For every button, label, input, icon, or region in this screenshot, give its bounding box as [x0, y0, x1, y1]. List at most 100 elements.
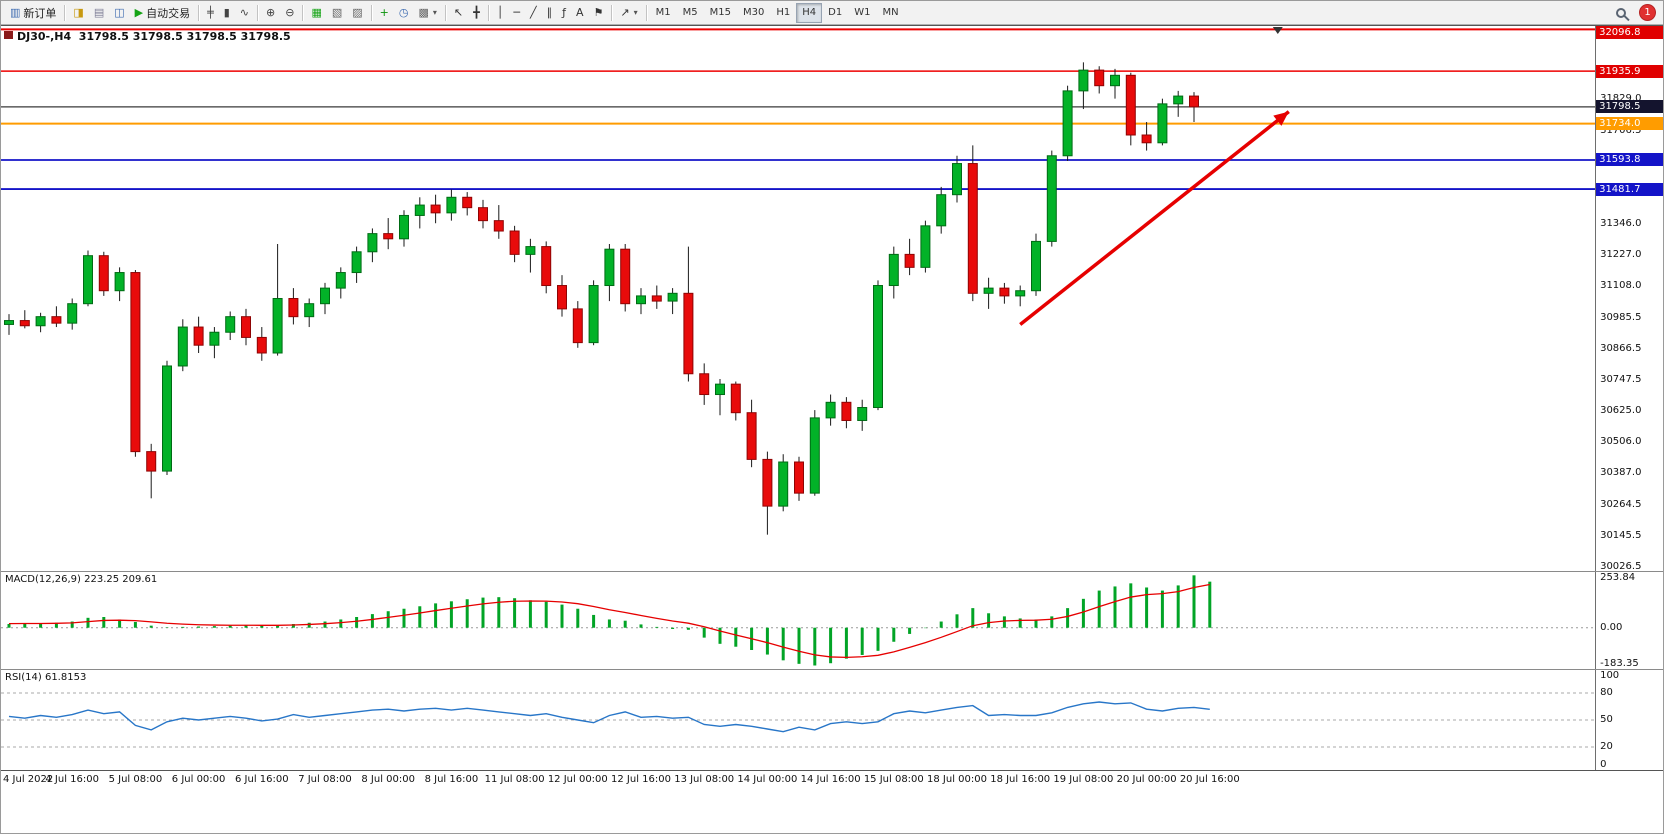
candle-bearish	[383, 233, 394, 240]
candle-bullish	[177, 326, 188, 367]
auto-trading-button-label: 自动交易	[146, 6, 191, 20]
market-watch-button[interactable]: ◫	[109, 3, 129, 23]
candle-bearish	[841, 401, 852, 421]
candlestick-plot[interactable]: DJ30-,H4 31798.5 31798.5 31798.5 31798.5	[1, 26, 1596, 571]
timeframe-m1[interactable]: M1	[650, 3, 677, 23]
fibonacci-icon: ƒ	[562, 6, 566, 19]
candle-bearish	[794, 461, 804, 494]
cursor-button[interactable]: ↖	[449, 3, 468, 23]
candle-bullish	[351, 251, 362, 274]
horizontal-line-button[interactable]: ─	[508, 3, 525, 23]
cursor-icon: ↖	[453, 6, 464, 19]
timeframe-m5[interactable]: M5	[677, 3, 704, 23]
candle-bearish	[1094, 69, 1105, 87]
candle-bullish	[1157, 103, 1168, 144]
line-chart-button[interactable]: ∿	[235, 3, 254, 23]
macd-axis[interactable]: 253.84 0.00 -183.35	[1595, 572, 1663, 669]
candlestick-chart-button[interactable]: ▮	[219, 3, 235, 23]
candlestick-chart-icon: ▮	[223, 6, 230, 19]
timeframe-m15-label: M15	[709, 7, 731, 18]
candle-bearish	[493, 220, 504, 232]
candle-bullish	[304, 303, 315, 318]
zoom-in-button[interactable]: ⊕	[261, 3, 280, 23]
text-icon: A	[576, 6, 584, 19]
chart-ohlc-title: DJ30-,H4 31798.5 31798.5 31798.5 31798.5	[17, 30, 291, 43]
time-axis[interactable]: 4 Jul 2022 4 Jul 16:00 5 Jul 08:00 6 Jul 00…	[1, 770, 1663, 788]
text-button[interactable]: A	[571, 3, 589, 23]
candle-bullish	[1031, 240, 1041, 292]
cascade-windows-button[interactable]: ▧	[327, 3, 347, 23]
timeframe-h4[interactable]: H4	[796, 2, 823, 23]
candle-bearish	[130, 272, 141, 453]
bar-chart-button[interactable]: ╪	[202, 3, 219, 23]
zoom-out-button[interactable]: ⊖	[280, 3, 299, 23]
price-axis-label: 31706.5	[1600, 124, 1642, 136]
price-axis-label: 30747.5	[1600, 373, 1642, 385]
candle-bullish	[1110, 74, 1120, 87]
timeframe-m30[interactable]: M30	[737, 3, 770, 23]
candle-bullish	[4, 320, 14, 325]
candle-bearish	[904, 253, 915, 268]
candle-bearish	[146, 451, 157, 472]
candle-bullish	[1078, 69, 1089, 92]
macd-plot[interactable]: MACD(12,26,9) 223.25 209.61	[1, 572, 1596, 669]
trend-arrow[interactable]	[1019, 110, 1290, 326]
tile-windows-button[interactable]: ▦	[306, 3, 326, 23]
arrange-windows-button[interactable]: ▨	[347, 3, 367, 23]
rsi-line	[8, 701, 1210, 733]
candle-bearish	[762, 458, 773, 507]
timeframe-mn[interactable]: MN	[876, 3, 904, 23]
rsi-axis-label: 50	[1600, 714, 1613, 725]
candle-bearish	[699, 373, 710, 396]
notification-badge[interactable]: 1	[1640, 5, 1655, 20]
vertical-line-button[interactable]: │	[492, 3, 509, 23]
timeframe-w1[interactable]: W1	[848, 3, 876, 23]
arrange-windows-icon: ▨	[352, 6, 363, 19]
candle-bullish	[873, 285, 883, 408]
candle-bullish	[636, 295, 646, 305]
candle-bullish	[936, 194, 947, 227]
candle-bearish	[683, 292, 694, 375]
templates-icon: ▩	[418, 6, 429, 19]
channel-button[interactable]: ∥	[542, 3, 558, 23]
shapes-icon: ↗	[620, 6, 630, 19]
timeframe-h1[interactable]: H1	[770, 3, 796, 23]
candle-bullish	[83, 255, 93, 305]
rsi-axis-label: 0	[1600, 759, 1607, 770]
new-order-button[interactable]: ▥ 新订单	[5, 3, 61, 23]
profiles-button[interactable]: ▤	[89, 3, 109, 23]
shapes-button[interactable]: ↗ ▾	[615, 3, 642, 23]
horizontal-line-icon: ─	[513, 6, 520, 19]
rsi-plot[interactable]: RSI(14) 61.8153	[1, 670, 1596, 770]
rsi-axis[interactable]: 100 80 50 20 0	[1595, 670, 1663, 770]
trendline-button[interactable]: ╱	[525, 3, 542, 23]
fibonacci-button[interactable]: ƒ	[557, 3, 571, 23]
candle-bullish	[809, 417, 820, 494]
market-watch-icon: ◫	[114, 6, 125, 19]
trend-arrow-head	[1273, 111, 1289, 126]
timeframe-m15[interactable]: M15	[704, 3, 737, 23]
new-order-icon: ▥	[10, 6, 21, 19]
chart-menu-icon[interactable]	[4, 31, 13, 39]
dropdown-arrow-icon: ▾	[432, 8, 437, 17]
search-icon[interactable]	[1616, 7, 1626, 18]
auto-trading-button[interactable]: ▶ 自动交易	[130, 3, 195, 23]
price-axis-label: 30506.0	[1600, 436, 1642, 448]
candle-bullish	[1173, 95, 1184, 105]
charts-button[interactable]: ◨	[68, 3, 88, 23]
price-axis[interactable]: 32067.031829.031706.531587.531465.531346…	[1595, 26, 1663, 571]
timeframe-d1[interactable]: D1	[822, 3, 848, 23]
label-button[interactable]: ⚑	[589, 3, 609, 23]
candle-bullish	[209, 331, 220, 346]
macd-axis-label: 0.00	[1600, 621, 1623, 633]
templates-button[interactable]: ▩ ▾	[413, 3, 441, 23]
time-axis-label: 15 Jul 08:00	[863, 774, 924, 785]
periods-button[interactable]: ◷	[394, 3, 414, 23]
candle-bearish	[478, 207, 488, 222]
macd-signal-line	[8, 583, 1210, 659]
zoom-in-icon: ⊕	[266, 6, 276, 19]
indicators-button[interactable]: +	[375, 3, 394, 23]
timeframe-m30-label: M30	[743, 7, 765, 18]
crosshair-button[interactable]: ╋	[468, 3, 485, 23]
chart-shift-marker[interactable]	[1272, 27, 1283, 34]
